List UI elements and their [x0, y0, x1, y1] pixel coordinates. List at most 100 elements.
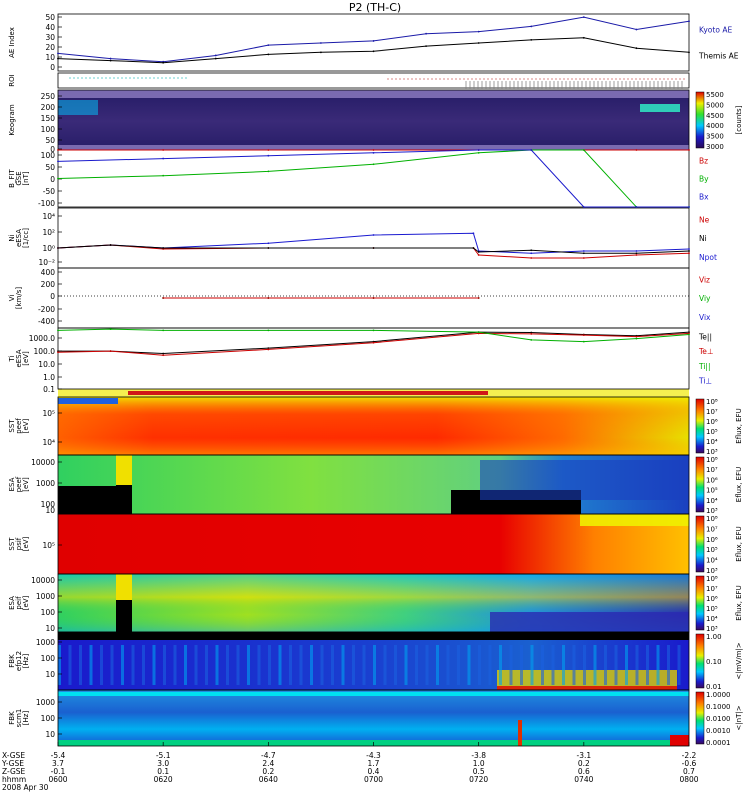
- ytick-bfit: 100: [41, 151, 56, 160]
- time-axis-value: -2.2: [682, 751, 697, 760]
- ytick-sste: 10⁴: [42, 438, 55, 447]
- roi-dot: [517, 87, 519, 89]
- roi-dot: [507, 78, 509, 80]
- ytick-ae: 10: [45, 53, 55, 62]
- roi-dot: [597, 87, 599, 89]
- roi-dot: [573, 83, 575, 85]
- roi-dot: [537, 81, 539, 83]
- sst-i-yellow: [580, 514, 689, 526]
- ylabel-sste: peef: [15, 418, 23, 434]
- fbk-efp-stripe: [184, 645, 187, 685]
- fbk-efp-red: [497, 686, 677, 690]
- roi-dot: [559, 78, 561, 80]
- roi-dot: [657, 87, 659, 89]
- legend-bfit: Bz: [699, 157, 708, 166]
- roi-dot: [455, 78, 457, 80]
- ylabel-ni: [1/cc]: [22, 228, 30, 248]
- point-kyotoae: [320, 42, 322, 44]
- roi-dot: [531, 78, 533, 80]
- roi-dot: [549, 83, 551, 85]
- point-themisae: [214, 57, 217, 60]
- roi-dot: [509, 83, 511, 85]
- roi-dot: [529, 83, 531, 85]
- roi-dot: [557, 85, 559, 87]
- roi-dot: [137, 77, 139, 79]
- point-npot: [57, 247, 59, 249]
- point-te: [477, 332, 480, 335]
- fbk-efp-stripe: [58, 645, 61, 685]
- roi-dot: [607, 78, 609, 80]
- keogram-patch: [58, 100, 98, 115]
- point-npot: [372, 247, 375, 249]
- point-ne: [477, 254, 480, 256]
- colorbar-tick-keogram: 4500: [706, 112, 724, 120]
- roi-dot: [165, 77, 167, 79]
- esa-i-gap: [116, 600, 132, 632]
- fbk-efp-stripe: [604, 645, 607, 685]
- roi-dot: [571, 78, 573, 80]
- fbk-efp-stripe: [110, 645, 114, 685]
- colorbar-tick-sste: 10⁵: [706, 428, 718, 436]
- roi-dot: [679, 78, 681, 80]
- time-axis-row-label: X-GSE: [2, 751, 25, 760]
- roi-dot: [681, 81, 683, 83]
- roi-dot: [589, 85, 591, 87]
- ytick-keogram: 200: [41, 103, 56, 112]
- roi-dot: [645, 85, 647, 87]
- ytick-bfit: 50: [45, 163, 55, 172]
- roi-dot: [669, 81, 671, 83]
- roi-dot: [133, 77, 135, 79]
- roi-dot: [553, 83, 555, 85]
- ytick-esai: 10: [45, 624, 55, 633]
- fbk-efp-stripe: [362, 645, 366, 685]
- ylabel-ssti: SST: [8, 537, 16, 551]
- roi-dot: [561, 81, 563, 83]
- time-axis-value: 1.0: [473, 759, 485, 768]
- roi-dot: [537, 85, 539, 87]
- roi-dot: [633, 87, 635, 89]
- time-axis-row-label: Z-GSE: [2, 767, 26, 776]
- roi-dot: [649, 87, 651, 89]
- colorbar-label-keogram: [counts]: [735, 105, 743, 134]
- chart-title: P2 (TH-C): [349, 1, 401, 14]
- roi-dot: [633, 81, 635, 83]
- point-kyotoae: [635, 28, 638, 31]
- point-npot: [162, 247, 165, 249]
- roi-dot: [537, 87, 539, 89]
- fbk-efp-stripe: [268, 645, 271, 685]
- ylabel-fbk1: FBK: [8, 654, 16, 668]
- line-series: [57, 16, 690, 357]
- point-themisae: [477, 42, 480, 44]
- roi-dot: [481, 85, 483, 87]
- roi-dot: [105, 77, 107, 79]
- roi-dot: [561, 83, 563, 85]
- roi-dot: [581, 83, 583, 85]
- time-axis-value: -4.7: [261, 751, 276, 760]
- ytick-ti: 10.0: [38, 360, 55, 369]
- roi-dot: [469, 85, 471, 87]
- roi-dot: [577, 87, 579, 89]
- roi-dot: [515, 78, 517, 80]
- roi-dot: [465, 81, 467, 83]
- time-axis-row-label: 2008 Apr 30: [2, 783, 49, 792]
- roi-dot: [585, 81, 587, 83]
- fbk-efp-stripe: [310, 645, 313, 685]
- ytick-keogram: 50: [45, 136, 55, 145]
- fbk-efp-stripe: [247, 645, 250, 685]
- time-axis-value: 2.4: [262, 759, 274, 768]
- point-ne: [635, 254, 638, 256]
- point-ni: [472, 232, 475, 235]
- roi-dot: [73, 77, 75, 79]
- roi-dot: [673, 81, 675, 83]
- roi-dot: [671, 78, 673, 80]
- point-bz: [267, 149, 270, 151]
- roi-dot: [477, 87, 479, 89]
- time-axis-value: -4.3: [366, 751, 381, 760]
- point-by: [372, 163, 375, 166]
- roi-dot: [561, 85, 563, 87]
- roi-dot: [545, 87, 547, 89]
- ylabel-fbk1: efp12: [15, 651, 23, 671]
- ytick-ni: 10²: [42, 228, 55, 237]
- roi-dot: [615, 78, 617, 80]
- ytick-ni: 10⁻²: [38, 258, 55, 267]
